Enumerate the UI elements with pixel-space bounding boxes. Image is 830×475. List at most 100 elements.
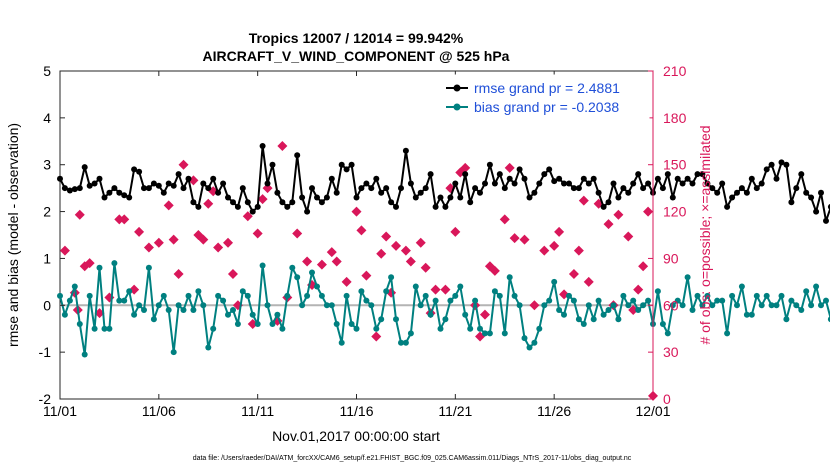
- rmse-point: [738, 185, 745, 192]
- rmse-point: [348, 161, 355, 168]
- x-tick-label: 11/11: [241, 403, 274, 419]
- bias-point: [788, 297, 795, 304]
- bias-point: [575, 316, 582, 323]
- rmse-point: [417, 189, 424, 196]
- bias-point: [482, 330, 488, 337]
- bias-point: [96, 264, 103, 271]
- rmse-point: [363, 180, 370, 187]
- rmse-point: [170, 182, 177, 189]
- rmse-point: [753, 185, 760, 192]
- x-axis-label: Nov.01,2017 00:00:00 start: [272, 428, 440, 444]
- bias-point: [511, 292, 518, 299]
- bias-point: [358, 288, 365, 295]
- x-tick-label: 11/26: [537, 403, 571, 419]
- bias-point: [714, 297, 721, 304]
- bias-point: [343, 292, 350, 299]
- bias-point: [131, 311, 138, 318]
- rmse-point: [437, 194, 444, 201]
- rmse-point: [106, 189, 113, 196]
- rmse-point: [570, 185, 577, 192]
- bias-point: [264, 302, 271, 309]
- bias-point: [595, 297, 602, 304]
- bias-point: [753, 292, 760, 299]
- bias-point: [818, 302, 824, 309]
- bias-point: [215, 292, 222, 299]
- rmse-point: [126, 194, 133, 201]
- obs-assimilated-point: [504, 162, 515, 173]
- chart-title-line-1: Tropics 12007 / 12014 = 99.942%: [249, 30, 464, 46]
- bias-point: [422, 292, 429, 299]
- bias-point: [620, 292, 627, 299]
- obs-assimilated-point: [59, 245, 70, 256]
- obs-assimilated-point: [213, 242, 224, 253]
- obs-assimilated-point: [74, 209, 85, 220]
- rmse-point: [175, 171, 182, 178]
- bias-point: [318, 292, 325, 299]
- rmse-point: [131, 166, 138, 173]
- bias-point: [793, 302, 800, 309]
- rmse-point: [368, 185, 375, 192]
- rmse-point: [358, 185, 365, 192]
- obs-assimilated-point: [316, 259, 327, 270]
- bias-point: [274, 311, 281, 318]
- rmse-point: [561, 180, 567, 187]
- bias-point: [57, 292, 63, 299]
- bias-point: [244, 292, 251, 299]
- rmse-point: [724, 203, 731, 210]
- bias-point: [724, 330, 731, 337]
- bias-point: [798, 307, 805, 313]
- rmse-point: [254, 203, 261, 210]
- rmse-point: [699, 171, 706, 178]
- bias-point: [145, 264, 152, 271]
- y-left-tick-label: 5: [43, 63, 51, 79]
- bias-point: [304, 292, 311, 299]
- rmse-point: [150, 180, 157, 187]
- bias-point: [768, 302, 775, 309]
- bias-point: [773, 302, 780, 309]
- rmse-point: [521, 175, 528, 182]
- obs-assimilated-point: [227, 269, 238, 280]
- bias-point: [249, 311, 256, 318]
- obs-assimilated-point: [539, 245, 550, 256]
- rmse-point: [506, 175, 513, 182]
- bias-point: [590, 316, 597, 323]
- rmse-point: [402, 147, 409, 154]
- bias-point: [111, 260, 118, 267]
- bias-point: [566, 292, 572, 299]
- rmse-point: [823, 217, 829, 224]
- rmse-point: [580, 175, 587, 182]
- rmse-point: [679, 180, 686, 187]
- obs-assimilated-point: [247, 319, 258, 330]
- bias-point: [294, 274, 301, 281]
- rmse-point: [818, 189, 824, 196]
- rmse-point: [269, 161, 276, 168]
- rmse-point: [111, 185, 118, 192]
- obs-assimilated-point: [143, 242, 154, 253]
- bias-point: [605, 307, 612, 313]
- obs-assimilated-point: [223, 237, 234, 248]
- rmse-point: [600, 203, 607, 210]
- rmse-point: [294, 152, 301, 159]
- rmse-point: [546, 166, 553, 173]
- rmse-point: [264, 180, 271, 187]
- bias-point: [328, 302, 335, 309]
- rmse-point: [659, 185, 666, 192]
- bias-point: [536, 325, 543, 332]
- obs-assimilated-point: [173, 269, 184, 280]
- y-right-tick-label: 210: [663, 63, 687, 79]
- x-tick-label: 11/06: [142, 403, 176, 419]
- rmse-point: [165, 180, 172, 187]
- obs-assimilated-point: [578, 195, 589, 206]
- rmse-point: [318, 199, 325, 206]
- bias-point: [516, 302, 523, 309]
- y-right-tick-label: 120: [663, 204, 687, 220]
- rmse-point: [768, 161, 775, 168]
- bias-point: [689, 307, 696, 313]
- obs-assimilated-point: [119, 214, 130, 225]
- footer-data-file: data file: /Users/raeder/DAI/ATM_forcXX/…: [193, 455, 632, 462]
- y-left-tick-label: 3: [43, 157, 51, 173]
- bias-point: [630, 297, 637, 304]
- rmse-point: [200, 180, 207, 187]
- bias-point: [225, 311, 231, 318]
- bias-point: [472, 297, 479, 304]
